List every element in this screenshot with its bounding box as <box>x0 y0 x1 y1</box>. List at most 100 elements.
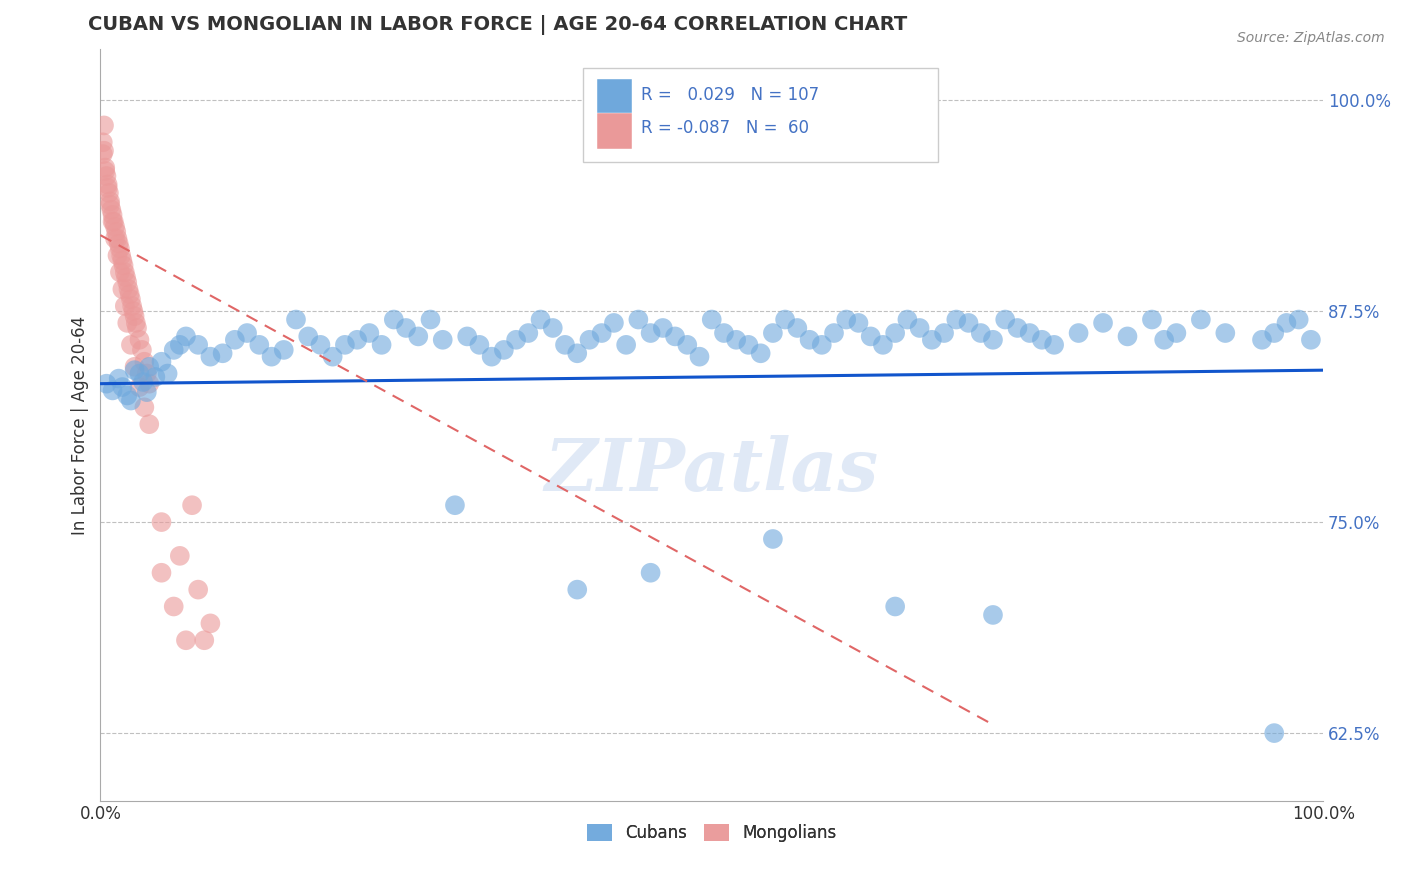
Point <box>91 147 114 161</box>
Point <box>359 326 381 340</box>
Point <box>762 532 785 546</box>
Point <box>468 338 491 352</box>
Point <box>117 388 139 402</box>
Point <box>138 417 160 432</box>
Point <box>163 599 186 614</box>
Point <box>333 338 356 352</box>
Point <box>135 367 157 381</box>
Point <box>174 329 197 343</box>
Point <box>848 316 870 330</box>
Point <box>111 253 134 268</box>
Point <box>96 169 118 183</box>
Point <box>124 363 146 377</box>
Point <box>174 633 197 648</box>
Point <box>211 346 233 360</box>
Point <box>640 566 662 580</box>
Point <box>749 346 772 360</box>
Point <box>309 338 332 352</box>
Point <box>100 202 122 217</box>
Point <box>93 144 115 158</box>
Point <box>193 633 215 648</box>
Point <box>120 338 142 352</box>
Point <box>117 282 139 296</box>
Point <box>107 248 129 262</box>
Point <box>1140 312 1163 326</box>
Point <box>603 316 626 330</box>
Point <box>884 599 907 614</box>
Point <box>1092 316 1115 330</box>
Point <box>957 316 980 330</box>
Point <box>725 333 748 347</box>
Point <box>1189 312 1212 326</box>
Point <box>370 338 392 352</box>
FancyBboxPatch shape <box>596 79 633 115</box>
Point <box>1213 326 1236 340</box>
Point <box>285 312 308 326</box>
Point <box>419 312 441 326</box>
Point <box>121 299 143 313</box>
Point <box>124 309 146 323</box>
Point <box>713 326 735 340</box>
Point <box>112 259 135 273</box>
Point <box>981 333 1004 347</box>
Point <box>150 566 173 580</box>
Point <box>125 321 148 335</box>
Point <box>1263 326 1285 340</box>
Point <box>567 582 589 597</box>
Point <box>492 343 515 357</box>
Point <box>517 326 540 340</box>
Point <box>98 194 121 209</box>
Point <box>872 338 894 352</box>
Point <box>554 338 576 352</box>
Point <box>122 304 145 318</box>
Point <box>1275 316 1298 330</box>
Point <box>104 219 127 234</box>
Point <box>169 549 191 563</box>
Point <box>896 312 918 326</box>
Point <box>346 333 368 347</box>
Point <box>145 370 167 384</box>
Point <box>322 350 344 364</box>
Point <box>908 321 931 335</box>
Point <box>107 371 129 385</box>
Point <box>97 181 120 195</box>
Point <box>131 343 153 357</box>
Point <box>773 312 796 326</box>
Point <box>932 326 955 340</box>
Point <box>128 380 150 394</box>
Point <box>260 350 283 364</box>
Point <box>114 265 136 279</box>
Point <box>107 236 129 251</box>
Point <box>994 312 1017 326</box>
Point <box>591 326 613 340</box>
Point <box>1153 333 1175 347</box>
Text: Source: ZipAtlas.com: Source: ZipAtlas.com <box>1237 31 1385 45</box>
Point <box>97 178 120 192</box>
Point <box>406 329 429 343</box>
Text: ZIPatlas: ZIPatlas <box>544 434 879 506</box>
Point <box>101 384 124 398</box>
Point <box>432 333 454 347</box>
FancyBboxPatch shape <box>583 68 938 162</box>
Point <box>297 329 319 343</box>
Point <box>1018 326 1040 340</box>
Point <box>96 376 118 391</box>
Point <box>664 329 686 343</box>
Point <box>200 350 222 364</box>
Point <box>134 401 156 415</box>
Point <box>91 136 114 150</box>
Point <box>382 312 405 326</box>
Point <box>120 293 142 307</box>
Point <box>120 393 142 408</box>
Point <box>567 346 589 360</box>
Point <box>529 312 551 326</box>
Point <box>945 312 967 326</box>
Point <box>104 231 127 245</box>
Point <box>138 376 160 391</box>
Point <box>1116 329 1139 343</box>
Point <box>810 338 832 352</box>
Point <box>578 333 600 347</box>
Point <box>614 338 637 352</box>
Point <box>138 359 160 374</box>
Point <box>1031 333 1053 347</box>
